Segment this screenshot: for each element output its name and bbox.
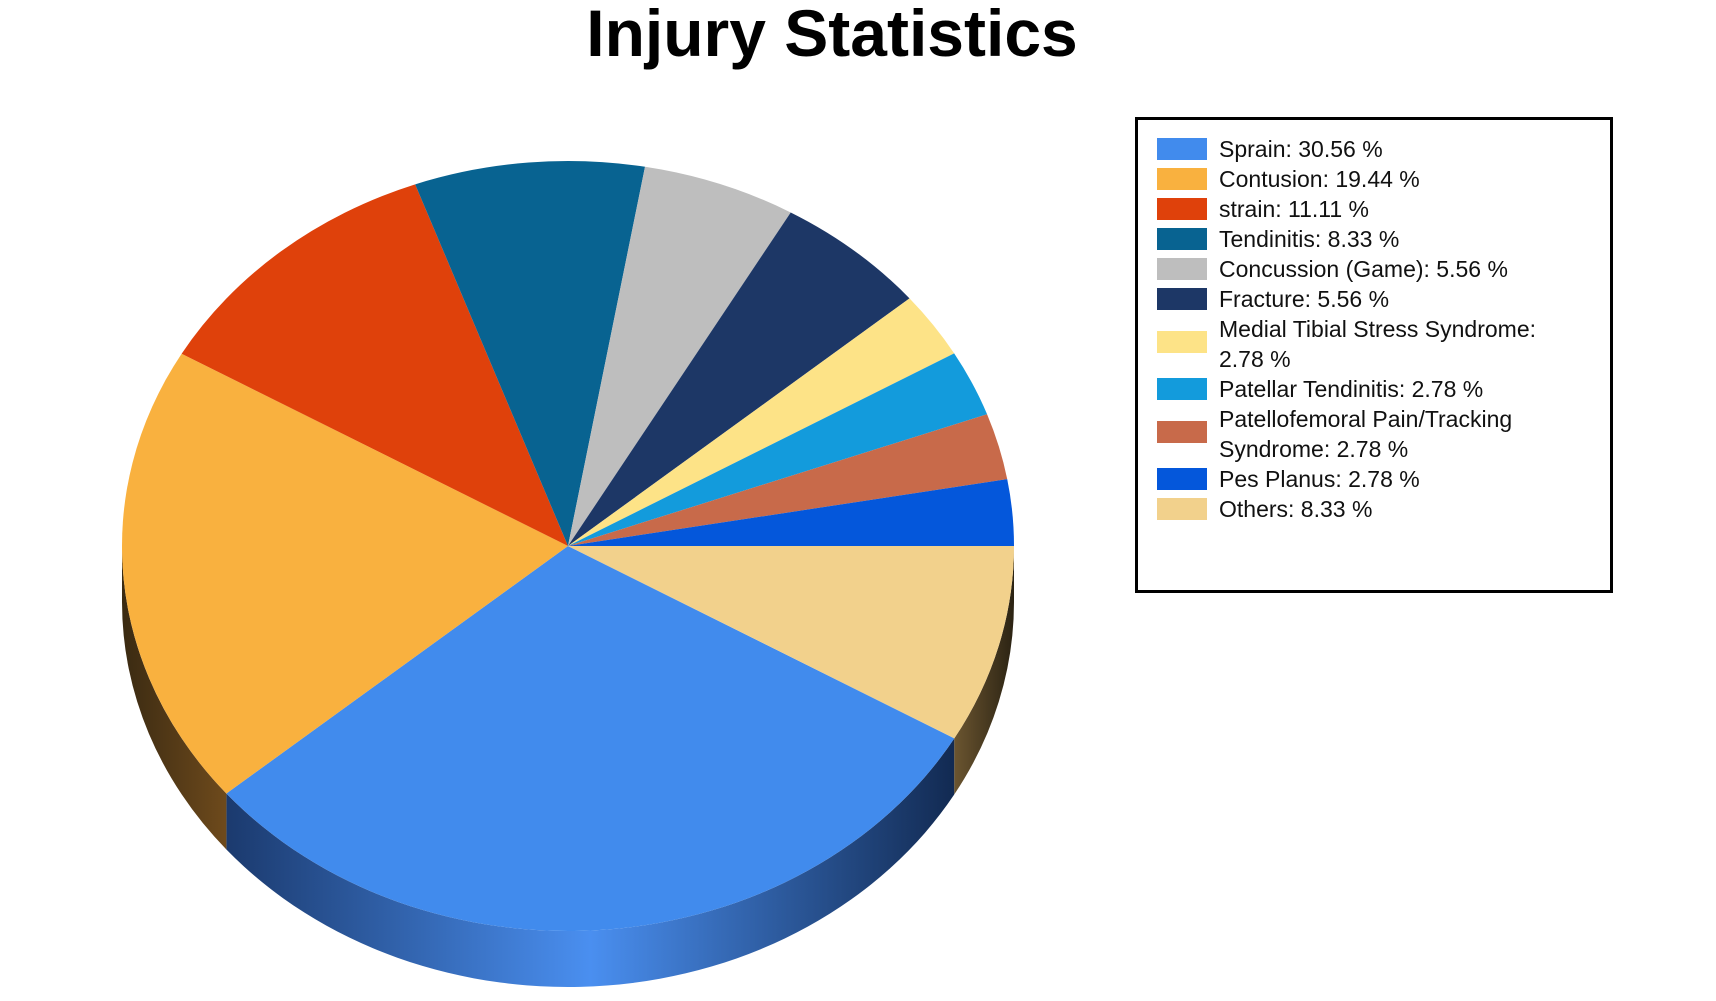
legend-swatch bbox=[1157, 258, 1207, 280]
legend-swatch bbox=[1157, 331, 1207, 353]
legend-swatch bbox=[1157, 498, 1207, 520]
legend-item: Fracture: 5.56 % bbox=[1157, 284, 1610, 314]
legend-swatch bbox=[1157, 228, 1207, 250]
pie-slice-contusion bbox=[122, 353, 568, 794]
legend-item: Sprain: 30.56 % bbox=[1157, 134, 1610, 164]
legend-swatch bbox=[1157, 138, 1207, 160]
pie-slice-strain bbox=[181, 184, 568, 546]
legend-label: Concussion (Game): 5.56 % bbox=[1219, 256, 1508, 282]
legend: Sprain: 30.56 % Contusion: 19.44 % strain:… bbox=[1135, 117, 1613, 593]
legend-swatch bbox=[1157, 288, 1207, 310]
legend-item: strain: 11.11 % bbox=[1157, 194, 1610, 224]
legend-label: Tendinitis: 8.33 % bbox=[1219, 226, 1400, 252]
pie-slice-concussion-game- bbox=[568, 166, 791, 546]
legend-label: Fracture: 5.56 % bbox=[1219, 286, 1390, 312]
pie-slice-others bbox=[568, 546, 1014, 739]
legend-label: strain: 11.11 % bbox=[1219, 196, 1370, 222]
pie-slice-pes-planus bbox=[568, 479, 1014, 546]
legend-item: Medial Tibial Stress Syndrome: 2.78 % bbox=[1157, 314, 1610, 374]
chart-title: Injury Statistics bbox=[586, 0, 1078, 70]
legend-swatch bbox=[1157, 468, 1207, 490]
pie-slice-sprain bbox=[226, 546, 955, 932]
legend-swatch bbox=[1157, 198, 1207, 220]
legend-item: Others: 8.33 % bbox=[1157, 494, 1610, 524]
legend-label: Sprain: 30.56 % bbox=[1219, 136, 1383, 162]
legend-swatch bbox=[1157, 421, 1207, 443]
pie-side-sprain bbox=[226, 738, 955, 987]
legend-swatch bbox=[1157, 378, 1207, 400]
legend-item: Contusion: 19.44 % bbox=[1157, 164, 1610, 194]
legend-item: Patellofemoral Pain/Tracking Syndrome: 2… bbox=[1157, 404, 1610, 464]
pie-side-wall bbox=[122, 546, 1014, 987]
pie-slices bbox=[122, 160, 1014, 932]
pie-slice-fracture bbox=[568, 212, 910, 546]
legend-item: Concussion (Game): 5.56 % bbox=[1157, 254, 1610, 284]
legend-label: Contusion: 19.44 % bbox=[1219, 166, 1420, 192]
pie-slice-medial-tibial-stress-syndrome bbox=[568, 298, 955, 546]
legend-label: Others: 8.33 % bbox=[1219, 496, 1373, 522]
legend-item: Pes Planus: 2.78 % bbox=[1157, 464, 1610, 494]
pie-slice-patellar-tendinitis bbox=[568, 353, 988, 546]
legend-label: Medial Tibial Stress Syndrome: 2.78 % bbox=[1219, 316, 1537, 372]
pie-slice-tendinitis bbox=[415, 160, 646, 546]
pie-side-others bbox=[954, 546, 1014, 795]
legend-swatch bbox=[1157, 168, 1207, 190]
legend-label: Patellar Tendinitis: 2.78 % bbox=[1219, 376, 1484, 402]
legend-label: Patellofemoral Pain/Tracking Syndrome: 2… bbox=[1219, 406, 1513, 462]
pie-side-contusion bbox=[122, 546, 227, 850]
legend-item: Patellar Tendinitis: 2.78 % bbox=[1157, 374, 1610, 404]
legend-item: Tendinitis: 8.33 % bbox=[1157, 224, 1610, 254]
legend-label: Pes Planus: 2.78 % bbox=[1219, 466, 1420, 492]
pie-slice-patellofemoral-pain-tracking-syndrome bbox=[568, 414, 1008, 546]
